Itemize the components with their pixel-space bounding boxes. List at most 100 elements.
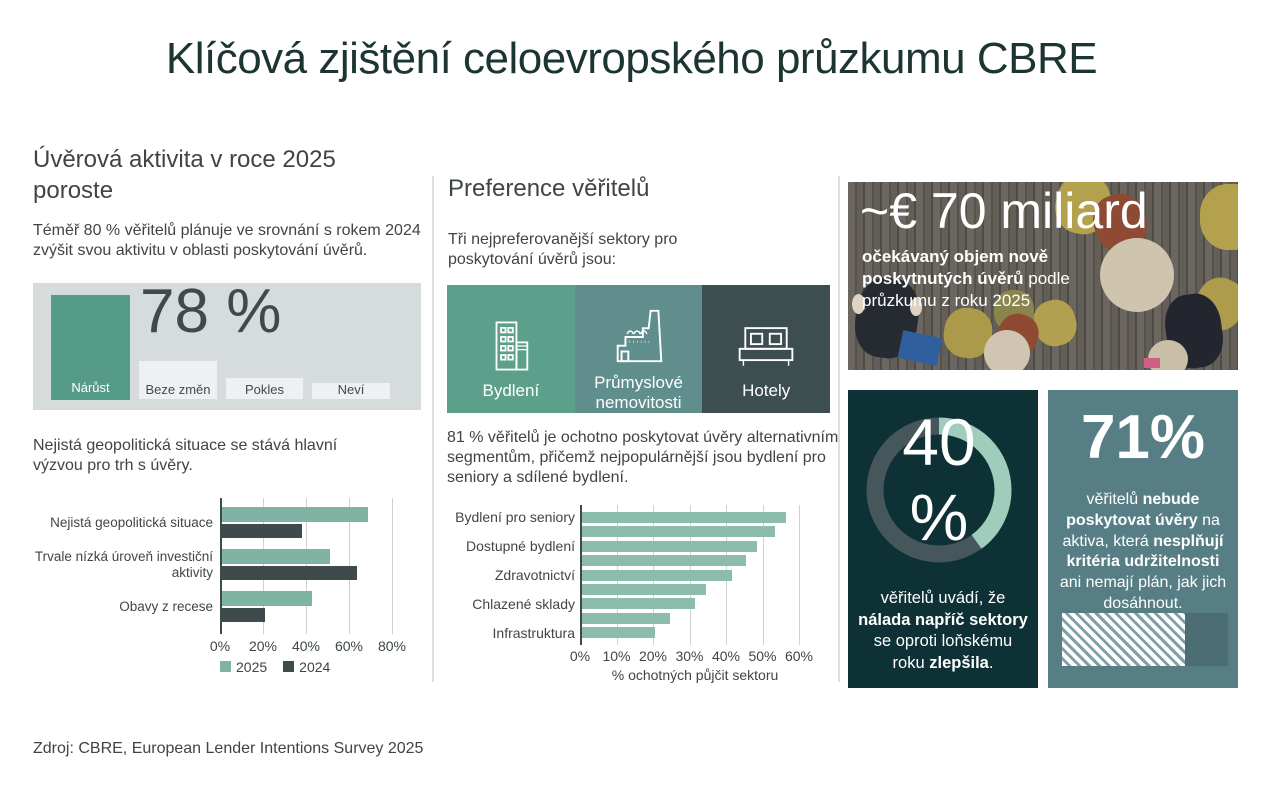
photo-person-hand: [852, 294, 865, 314]
middle-intro-paragraph: Tři nejpreferovanější sektory pro poskyt…: [448, 231, 678, 268]
answer-label: Pokles: [244, 382, 285, 397]
sentiment-panel: 40 % věřitelů uvádí, že nálada napříč se…: [848, 390, 1038, 688]
legend-item-2024: 2024: [283, 659, 330, 675]
esg-panel: 71% věřitelů nebude poskytovat úvěry na …: [1048, 390, 1238, 688]
sector-tile-bydleni: Bydlení: [447, 285, 575, 413]
column-divider-left: [432, 176, 434, 682]
x-tick-label: 10%: [602, 648, 631, 664]
sector-tile-prumyslove: Průmyslové nemovitosti: [574, 285, 703, 413]
category-label: Zdravotnictví: [494, 567, 575, 584]
answer-bar-pokles: Pokles: [226, 378, 303, 399]
sector-tile-label: Bydlení: [482, 381, 540, 400]
sector-tile-label: Průmyslové nemovitosti: [594, 372, 683, 412]
bar-2: [582, 540, 758, 552]
category-label: Nejistá geopolitická situace: [50, 514, 213, 530]
bar-2025-2: [222, 591, 313, 606]
category-label: Dostupné bydlení: [466, 538, 575, 555]
lending-activity-panel: Nárůst 78 % Beze změn Pokles Neví: [33, 279, 421, 410]
esg-progress-filled: [1062, 613, 1185, 666]
donut-value: 40 %: [902, 405, 976, 554]
answer-bar-beze-zmen: Beze změn: [139, 361, 217, 399]
y-axis-line: [220, 498, 222, 634]
photo-laptop: [897, 330, 943, 366]
left-intro-paragraph: Téměř 80 % věřitelů plánuje ve srovnání …: [33, 222, 421, 259]
answer-label: Beze změn: [145, 382, 211, 397]
category-label: Chlazené sklady: [472, 595, 575, 612]
challenge-heading: Nejistá geopolitická situace se stává hl…: [33, 437, 338, 474]
photo-headline: ~€ 70 miliard: [860, 183, 1148, 239]
x-axis-label: % ochotných půjčit sektoru: [611, 667, 779, 683]
source-note: Zdroj: CBRE, European Lender Intentions …: [33, 740, 424, 757]
category-label: Infrastruktura: [492, 624, 575, 641]
x-tick-label: 60%: [334, 638, 364, 654]
esg-value: 71%: [1080, 403, 1206, 472]
x-tick-label: 20%: [248, 638, 278, 654]
donut-chart: [866, 417, 1012, 563]
column-divider-right: [838, 176, 840, 682]
answer-label: Neví: [337, 382, 365, 397]
bar-2024-2: [222, 607, 265, 622]
bar-2024-1: [222, 565, 358, 580]
category-label: Bydlení pro seniory: [455, 509, 575, 526]
photo-pink-item: [1144, 358, 1160, 368]
bar-0: [582, 512, 787, 523]
answer-bar-narust: Nárůst: [51, 295, 130, 400]
bar-1: [582, 526, 776, 538]
donut-caption: věřitelů uvádí, že nálada napříč sektory…: [858, 588, 1028, 673]
bar-2025-1: [222, 549, 330, 564]
answer-label: Nárůst: [71, 380, 110, 395]
answer-bar-nevi: Neví: [312, 382, 390, 399]
esg-progress-remainder: [1184, 613, 1228, 666]
sector-tile-hotely: Hotely: [702, 285, 831, 413]
bar-7: [582, 612, 670, 624]
x-tick-label: 20%: [638, 648, 668, 664]
photo-table: [1100, 238, 1174, 312]
bed-icon: [734, 301, 798, 375]
category-label: Obavy z recese: [119, 598, 213, 614]
bar-3: [582, 555, 747, 567]
esg-progress-bar: [1062, 613, 1228, 666]
bar-8: [582, 627, 655, 639]
page-title: Klíčová zjištění celoevropského průzkumu…: [165, 34, 1098, 83]
photo-chair: [1200, 184, 1238, 250]
x-tick-label: 40%: [711, 648, 741, 664]
legend-swatch-2024: [283, 661, 295, 672]
legend-item-2025: 2025: [220, 659, 267, 675]
x-tick-label: 30%: [675, 648, 704, 664]
bar-6: [582, 598, 696, 610]
x-tick-label: 50%: [748, 648, 777, 664]
x-tick-label: 80%: [377, 638, 407, 654]
middle-section-heading: Preference věřitelů: [448, 175, 650, 202]
big-percentage-value: 78 %: [140, 277, 282, 346]
photo-person-hand: [910, 298, 922, 316]
cafe-photo: ~€ 70 miliard očekávaný objem nově posky…: [848, 182, 1238, 370]
bar-2024-0: [222, 523, 302, 538]
alternatives-bar-chart: % ochotných půjčit sektoru 0% 10% 20% 30% 40…: [447, 505, 839, 690]
x-tick-label: 60%: [784, 648, 814, 664]
challenges-bar-chart: 2025 2024 0% 20% 40% 60% 80% Nejistá geopolit…: [33, 498, 425, 688]
x-tick-label: 40%: [291, 638, 321, 654]
factory-icon: [608, 301, 670, 367]
left-section-heading: Úvěrová aktivita v roce 2025 poroste: [33, 146, 336, 205]
bar-2025-0: [222, 507, 369, 522]
chart-gridline: [762, 505, 764, 645]
alternatives-paragraph: 81 % věřitelů je ochotno poskytovat úvěr…: [447, 429, 839, 486]
chart-gridline: [392, 498, 393, 634]
building-icon: [482, 301, 540, 375]
esg-caption: věřitelů nebude poskytovat úvěry na akti…: [1059, 491, 1227, 612]
chart-gridline: [799, 505, 800, 645]
legend-swatch-2025: [220, 661, 231, 672]
bar-5: [582, 584, 707, 595]
photo-table: [984, 330, 1030, 370]
y-axis-line: [580, 505, 582, 645]
chart-legend: 2025 2024: [220, 659, 330, 675]
x-tick-label: 0%: [569, 648, 591, 664]
bar-4: [582, 569, 732, 581]
category-label: Trvale nízká úroveň investiční aktivity: [34, 548, 213, 580]
top-sectors-tiles: Bydlení Průmyslové nemovitosti: [447, 285, 831, 413]
donut-value-arc: [866, 417, 1012, 563]
sector-tile-label: Hotely: [742, 381, 791, 400]
photo-caption: očekávaný objem nově poskytnutých úvěrů …: [862, 247, 1070, 311]
x-tick-label: 0%: [209, 638, 231, 654]
